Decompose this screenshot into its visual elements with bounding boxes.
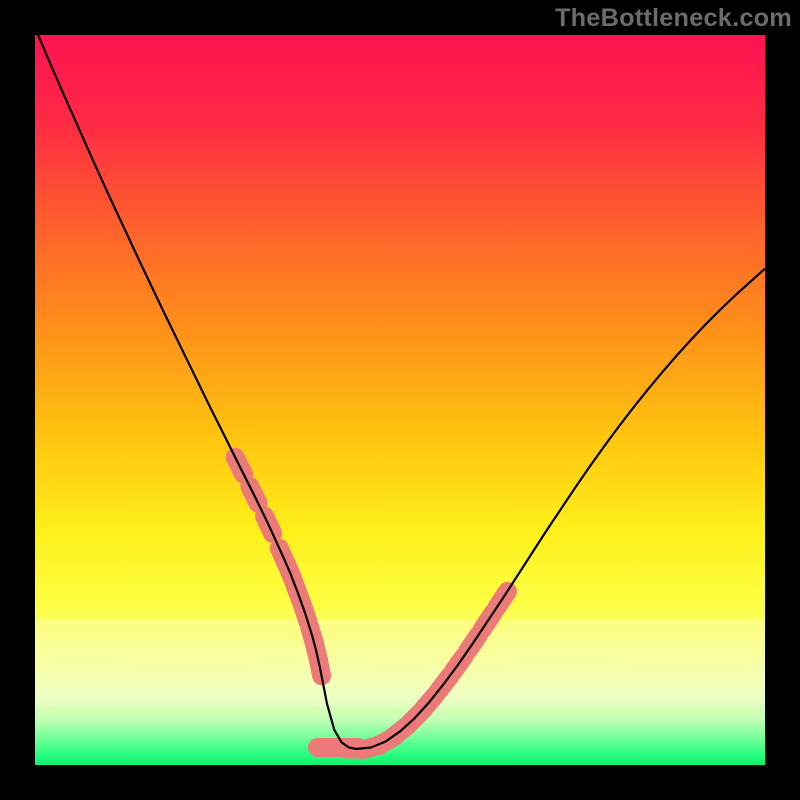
chart-stage: TheBottleneck.com [0, 0, 800, 800]
chart-svg [0, 0, 800, 800]
pale-overlay-band [35, 619, 765, 707]
watermark-text: TheBottleneck.com [555, 4, 792, 33]
